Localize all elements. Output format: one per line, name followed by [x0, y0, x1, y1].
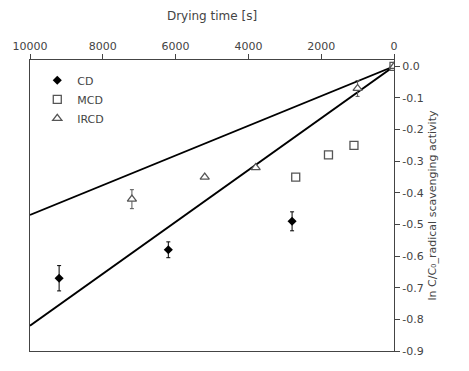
svg-text:10000: 10000: [13, 40, 48, 53]
svg-text:MCD: MCD: [77, 94, 103, 107]
svg-text:0: 0: [391, 40, 398, 53]
svg-text:-0.3: -0.3: [402, 155, 423, 168]
svg-text:-0.9: -0.9: [402, 345, 423, 358]
svg-text:-0.1: -0.1: [402, 92, 423, 105]
svg-text:-0.8: -0.8: [402, 313, 423, 326]
svg-text:IRCD: IRCD: [77, 113, 104, 126]
svg-text:0.0: 0.0: [402, 60, 420, 73]
svg-text:4000: 4000: [234, 40, 262, 53]
svg-text:CD: CD: [77, 75, 93, 88]
svg-text:-0.7: -0.7: [402, 282, 423, 295]
svg-text:Drying time [s]: Drying time [s]: [167, 9, 257, 23]
svg-text:-0.2: -0.2: [402, 123, 423, 136]
svg-text:8000: 8000: [89, 40, 117, 53]
svg-text:-0.5: -0.5: [402, 218, 423, 231]
svg-text:6000: 6000: [162, 40, 190, 53]
svg-text:-0.4: -0.4: [402, 187, 423, 200]
svg-text:-0.6: -0.6: [402, 250, 423, 263]
svg-text:ln C/C₀_radical scavenging act: ln C/C₀_radical scavenging activity: [426, 110, 439, 300]
svg-text:2000: 2000: [307, 40, 335, 53]
